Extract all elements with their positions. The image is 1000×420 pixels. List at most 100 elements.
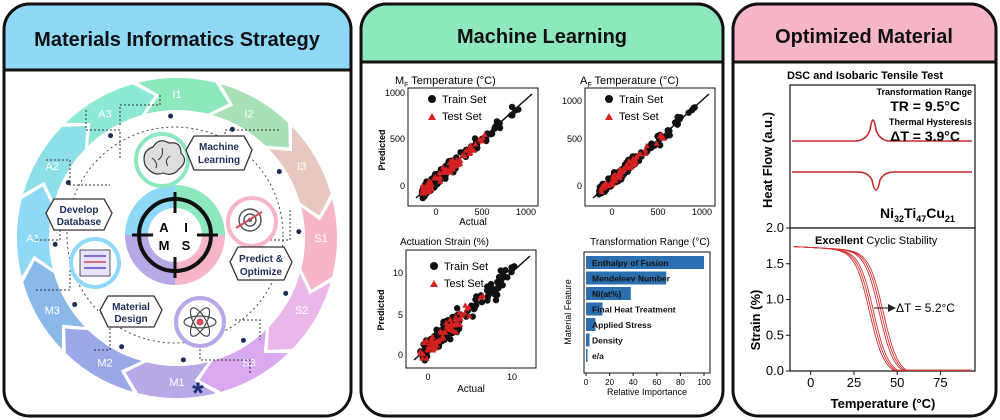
hex-ml-line2: Learning [198,155,240,166]
test-point [598,188,605,195]
optimized-panel: Optimized Material DSC and Isobaric Tens… [731,2,998,418]
test-point [437,328,444,334]
ring-segment-s3 [199,330,289,392]
ring-dot [168,113,174,119]
ring-segment-i1 [138,78,229,114]
mf-title: MF Temperature (°C) [395,75,496,89]
ring-segment-a3 [65,84,155,146]
test-point [447,168,454,175]
hex-po-line1: Predict & [239,254,283,265]
af-points [592,93,710,199]
test-point [436,169,443,176]
test-point [466,312,473,319]
strain-cycle-curve [793,246,972,371]
strain-ylabel: Predicted [376,289,386,330]
mf-legend-train-marker [428,95,436,103]
dsc-axes [789,84,976,229]
test-point [457,157,464,164]
dsc-ylabel: Heat Flow (a.u.) [760,112,775,208]
test-point [453,162,460,169]
star-marker: * [192,377,204,410]
strain-xtick-10: 10 [507,372,517,382]
test-point [454,319,461,326]
ring-label-a1: A1 [26,233,39,245]
ring-segment-m2 [65,328,142,392]
train-point [492,296,500,304]
test-point [420,339,427,345]
mf-xtick-1000: 1000 [516,207,536,217]
strategy-panel: Materials Informatics Strategy I1 I2 I3 S1 S… [2,2,353,418]
test-point [628,159,635,165]
mf-ytick-1000: 1000 [385,88,405,98]
ring-label-s1: S1 [314,233,327,245]
test-point [465,303,472,310]
test-point [425,346,432,353]
strain-points [413,255,531,364]
importance-bar [586,318,596,331]
test-point [430,347,437,353]
test-point [429,333,436,340]
strain-temp-xtick: 50 [890,375,904,390]
ring-dot [119,344,125,350]
importance-bar-label: Density [592,336,623,346]
importance-xtick: 0 [584,378,589,387]
test-point [427,344,434,350]
ml-header [359,2,725,64]
test-point [629,156,636,162]
strain-temp-ytick: 2.0 [766,220,784,235]
test-point [466,150,473,156]
test-point [599,183,606,190]
test-point [446,166,453,172]
hex-develop-database: Develop Database [45,198,113,231]
importance-xtick: 60 [652,378,661,387]
dt-annotation: ΔT = 5.2°C [896,301,955,315]
importance-bar [586,256,704,269]
train-point [442,175,449,182]
test-point [478,137,485,143]
strain-legend-test: Test Set [444,278,484,290]
af-legend-train: Train Set [619,94,663,106]
ring-segment-i2 [212,84,289,148]
hex-db-line1: Develop [60,205,99,216]
strain-temp-xtick: 75 [933,375,947,390]
ml-panel: Machine Learning MF Temperature (°C) Pre… [359,2,725,418]
database-icon [69,237,121,289]
test-point [435,337,442,343]
test-point [472,140,479,147]
strain-curves [793,246,972,371]
af-ytick-0: 0 [577,181,582,191]
hex-md-line1: Material [112,302,150,313]
af-legend-test: Test Set [619,111,659,123]
atom-icon [174,296,226,348]
strain-temp-axes [789,227,976,372]
ring-segment-s2 [267,273,331,350]
importance-xtick: 40 [629,378,638,387]
test-point [643,142,650,149]
letter-i: I [184,220,188,235]
ring-segment-a2 [23,126,87,203]
test-point [437,178,444,184]
ml-title: Machine Learning [457,26,627,48]
test-point [636,151,643,157]
mf-ytick-0: 0 [400,181,405,191]
ring-dot [276,169,282,175]
strain-temp-ticks: 0 25 50 75 0.0 0.5 1.0 1.5 2.0 [766,220,948,390]
test-point [423,355,430,361]
test-point [462,302,469,308]
strain-legend-test-marker [430,280,438,287]
test-point [426,188,433,195]
mf-xlabel: Actual [459,217,487,228]
test-point [420,189,427,195]
af-xtick-1000: 1000 [692,207,712,217]
af-xtick-500: 500 [650,207,665,217]
importance-bar [586,271,667,285]
test-point [442,329,449,335]
strategy-ring: I1 I2 I3 S1 S2 S3 M1 M2 M3 A1 A2 A3 [17,78,337,399]
train-point [605,175,612,182]
af-title: AF Temperature (°C) [580,75,679,89]
importance-title: Transformation Range (°C) [590,237,710,248]
test-point [426,178,433,185]
ring-dot [240,337,246,343]
brain-icon [134,132,190,188]
